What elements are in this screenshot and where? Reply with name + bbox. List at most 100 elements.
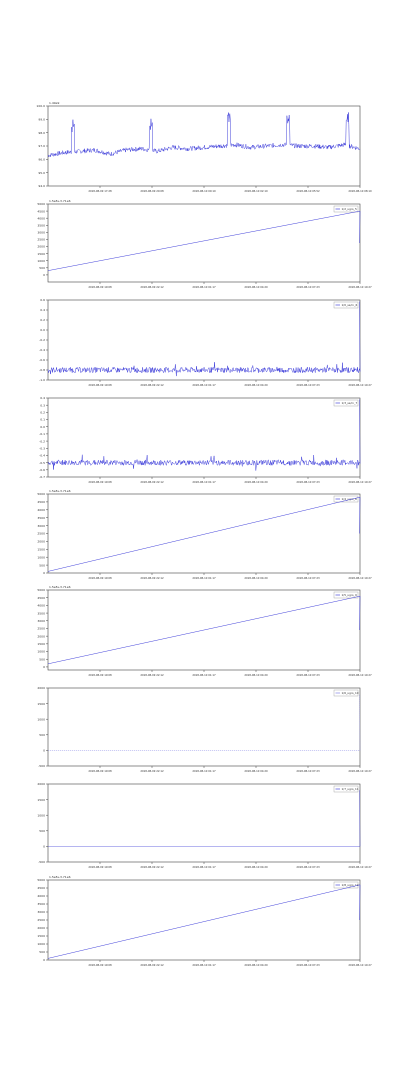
- x-tick-label: 2018-08-10 10:27: [348, 480, 372, 484]
- y-tick-label: 0.2: [40, 411, 45, 415]
- y-tick-label: 4500: [37, 209, 45, 213]
- y-tick-label: 500: [39, 829, 45, 833]
- y-tick-label: 0: [43, 958, 45, 962]
- x-tick-label: 2018-08-10 04:20: [244, 576, 268, 580]
- y-tick-label: 1500: [37, 798, 45, 802]
- x-tick-label: 2018-08-09 17:28: [88, 189, 112, 193]
- legend-label: 1/0_ss/rn_6: [342, 303, 358, 307]
- y-tick-label: -500: [38, 764, 45, 768]
- y-tick-label: 4500: [37, 596, 45, 600]
- chart-panel-6: 0 500 1000 1500 2000 2500 3000 3500 4000 4500 5000…: [37, 585, 372, 677]
- series-line: [47, 399, 361, 471]
- legend-box: [333, 495, 359, 503]
- x-tick-label: 2018-08-10 01:17: [192, 769, 216, 773]
- offset-label: 1.5e8+3.71e6: [49, 585, 71, 589]
- y-tick-label: 5000: [37, 202, 45, 206]
- y-tick-label: 1500: [37, 252, 45, 256]
- y-tick-label: 98.0: [38, 131, 45, 135]
- y-tick-label: 2500: [37, 918, 45, 922]
- series-line: [47, 301, 361, 377]
- legend-label: 1/2_ugrs_5: [342, 207, 357, 211]
- x-tick-label: 2018-08-09 19:08: [88, 769, 112, 773]
- y-tick-label: 0.4: [40, 308, 45, 312]
- y-tick-label: -0.4: [39, 348, 45, 352]
- y-tick-label: 95.0: [38, 171, 45, 175]
- y-tick-label: 0: [43, 749, 45, 753]
- chart-panel-7: -500 0 500 1000 1500 2000 2018-08-09 19:08 2018…: [37, 686, 372, 773]
- x-tick-label: 2018-08-10 10:27: [348, 576, 372, 580]
- y-tick-label: 500: [39, 733, 45, 737]
- y-tick-label: 0.2: [40, 318, 45, 322]
- plot-frame: [47, 783, 361, 863]
- x-tick-label: 2018-08-09 19:08: [88, 673, 112, 677]
- x-tick-label: 2018-08-09 19:08: [88, 383, 112, 387]
- legend-label: 1/6_ugrs_10: [342, 691, 359, 695]
- y-tick-label: 3000: [37, 231, 45, 235]
- plot-frame: [47, 493, 361, 574]
- chart-panel-3: -1.0 -0.8 -0.6 -0.4 -0.2 0.0 0.2 0.4 0.6 2018-08-…: [39, 298, 372, 387]
- y-tick-label: 2000: [37, 540, 45, 544]
- y-tick-label: 4000: [37, 604, 45, 608]
- x-tick-label: 2018-08-09 19:08: [88, 865, 112, 869]
- legend-box: [333, 205, 359, 213]
- x-tick-label: 2018-08-10 07:23: [296, 285, 320, 289]
- y-tick-label: 100.0: [36, 104, 45, 108]
- y-tick-label: 500: [39, 563, 45, 567]
- x-tick-label: 2018-08-10 07:23: [296, 673, 320, 677]
- x-tick-label: 2018-08-09 22:12: [140, 480, 164, 484]
- y-tick-label: 4500: [37, 886, 45, 890]
- y-tick-label: 2500: [37, 627, 45, 631]
- legend-box: [333, 689, 359, 697]
- x-tick-label: 2018-08-10 04:20: [244, 963, 268, 967]
- y-tick-label: 1500: [37, 642, 45, 646]
- y-tick-label: -0.2: [39, 439, 45, 443]
- y-tick-label: 0: [43, 571, 45, 575]
- x-tick-label: 2018-08-10 01:17: [192, 963, 216, 967]
- legend-label: 1/3_ss/rn_7: [342, 401, 358, 405]
- legend-box: [333, 591, 359, 599]
- x-tick-label: 2018-08-09 22:12: [140, 383, 164, 387]
- chart-panel-4: -0.7 -0.6 -0.5 -0.4 -0.3 -0.2 -0.1 0.0 0.1 0.2 0.3…: [39, 396, 372, 484]
- y-tick-label: 1500: [37, 548, 45, 552]
- x-tick-label: 2018-08-09 22:12: [140, 285, 164, 289]
- y-tick-label: 2000: [37, 634, 45, 638]
- y-tick-label: -0.8: [39, 368, 45, 372]
- y-tick-label: 3500: [37, 902, 45, 906]
- y-tick-label: 0: [43, 845, 45, 849]
- x-tick-label: 2018-08-09 19:08: [88, 480, 112, 484]
- x-tick-label: 2018-08-09 22:12: [140, 673, 164, 677]
- chart-panel-2: 0 500 1000 1500 2000 2500 3000 3500 4000 4500 5000…: [37, 199, 372, 289]
- chart-panel-9: 0 500 1000 1500 2000 2500 3000 3500 4000 4500 5000…: [37, 875, 372, 967]
- y-tick-label: 4000: [37, 508, 45, 512]
- legend-label: 1/4_ugrs_8: [342, 497, 357, 501]
- y-tick-label: -500: [38, 860, 45, 864]
- series-line: [47, 112, 361, 158]
- y-tick-label: 2000: [37, 926, 45, 930]
- y-tick-label: 0.0: [40, 328, 45, 332]
- y-tick-label: 3500: [37, 516, 45, 520]
- x-tick-label: 2018-08-10 10:27: [348, 673, 372, 677]
- y-tick-label: 0.4: [40, 396, 45, 400]
- chart-panel-1: 94.0 95.0 96.0 97.0 98.0 99.0 100.0 2018-08-09 …: [36, 101, 372, 193]
- x-tick-label: 2018-08-10 07:23: [296, 480, 320, 484]
- series-line: [47, 210, 361, 271]
- legend-box: [333, 785, 359, 793]
- y-tick-label: -0.2: [39, 338, 45, 342]
- chart-panel-8: -500 0 500 1000 1500 2000 2018-08-09 19:08 2018…: [37, 782, 372, 869]
- y-tick-label: 2000: [37, 245, 45, 249]
- y-tick-label: 0: [43, 665, 45, 669]
- series-line: [47, 496, 361, 572]
- y-tick-label: -0.6: [39, 358, 45, 362]
- x-tick-label: 2018-08-09 19:08: [88, 285, 112, 289]
- y-tick-label: 0: [43, 273, 45, 277]
- y-tick-label: 1000: [37, 555, 45, 559]
- y-tick-label: -0.1: [39, 432, 45, 436]
- y-tick-label: 3500: [37, 223, 45, 227]
- x-tick-label: 2018-08-10 10:27: [348, 383, 372, 387]
- x-tick-label: 2018-08-09 22:12: [140, 963, 164, 967]
- x-tick-label: 2018-08-09 22:12: [140, 576, 164, 580]
- x-tick-label: 2018-08-10 10:27: [348, 865, 372, 869]
- y-tick-label: 2500: [37, 238, 45, 242]
- y-tick-label: 0.6: [40, 298, 45, 302]
- plot-frame: [47, 105, 361, 187]
